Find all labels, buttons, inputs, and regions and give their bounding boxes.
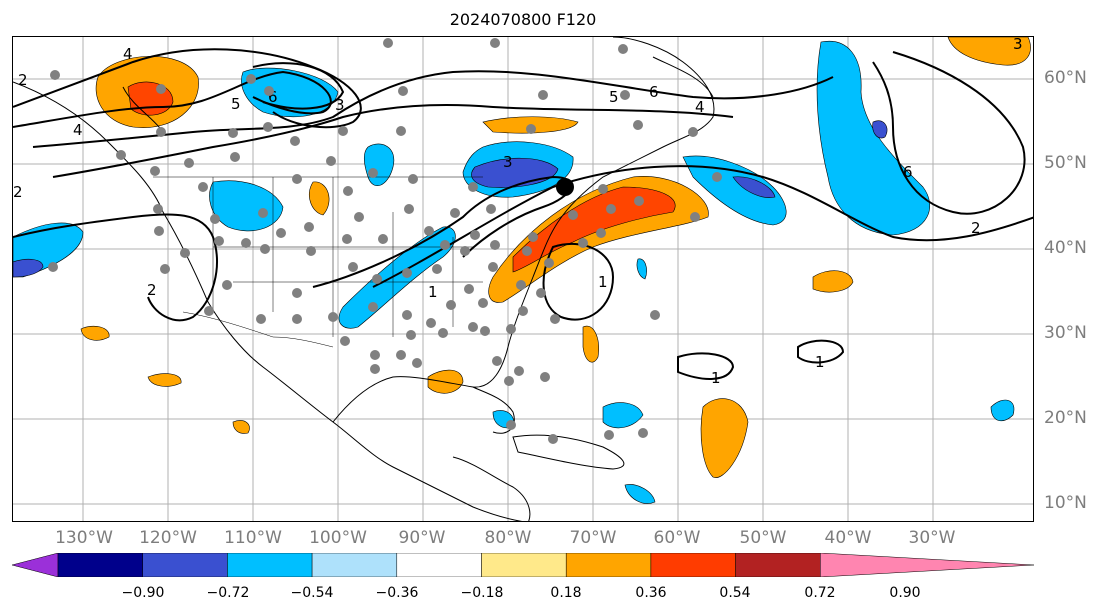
contour-label: 6 [903, 163, 913, 181]
lon-label: 70°W [569, 528, 617, 548]
contour-label: 2 [971, 219, 981, 237]
colorbar-tick: −0.72 [206, 585, 250, 601]
colorbar-tick: −0.36 [375, 585, 419, 601]
contour-label: 2 [13, 183, 23, 201]
contour-label: 1 [428, 283, 438, 301]
contour-label: 6 [649, 83, 659, 101]
lat-label: 30°N [1044, 323, 1087, 343]
lon-label: 40°W [824, 528, 872, 548]
contour-label: 6 [268, 88, 278, 106]
colorbar-segment [565, 553, 652, 577]
political-boundaries [153, 176, 483, 348]
map-panel: 4 5 6 3 3 4 5 6 4 2 2 6 2 1 1 1 1 3 2 [12, 36, 1034, 522]
contour-label: 1 [711, 369, 721, 387]
colorbar-segment [142, 553, 228, 577]
colorbar-tick: 0.90 [889, 585, 921, 601]
colorbar-tick: 0.54 [719, 585, 751, 601]
contour-label: 4 [695, 98, 705, 116]
colorbar-tick: −0.18 [460, 585, 504, 601]
colorbar-segment [820, 553, 1034, 577]
map-title: 2024070800 F120 [449, 10, 597, 29]
lon-label: 30°W [908, 528, 956, 548]
contour-label: 1 [598, 273, 608, 291]
lat-label: 20°N [1044, 408, 1087, 428]
lon-label: 90°W [398, 528, 446, 548]
colorbar-segment [650, 553, 736, 577]
lat-label: 60°N [1044, 68, 1087, 88]
contour-label: 3 [335, 96, 345, 114]
colorbar-tick: 0.72 [804, 585, 836, 601]
colorbar-tick: −0.54 [290, 585, 334, 601]
lat-label: 40°N [1044, 238, 1087, 258]
colorbar-segment [396, 553, 482, 577]
colorbar-tick: −0.90 [121, 585, 165, 601]
colorbar-segment [311, 553, 398, 577]
colorbar-segment [735, 553, 821, 577]
lon-label: 110°W [224, 528, 282, 548]
lon-label: 120°W [139, 528, 197, 548]
contour-label: 2 [18, 71, 28, 89]
lon-label: 60°W [653, 528, 701, 548]
colorbar-tick: 0.36 [635, 585, 667, 601]
contour-label: 4 [73, 121, 83, 139]
lon-label: 130°W [55, 528, 113, 548]
lat-label: 10°N [1044, 493, 1087, 513]
map-svg: 4 5 6 3 3 4 5 6 4 2 2 6 2 1 1 1 1 3 2 [13, 37, 1033, 521]
colorbar-tick: 0.18 [550, 585, 582, 601]
contour-label: 3 [1013, 37, 1023, 53]
colorbar-segment [57, 553, 143, 577]
station-markers [48, 38, 722, 444]
highlight-station-marker [556, 178, 574, 196]
contour-label: 5 [231, 95, 241, 113]
colorbar-segment [481, 553, 567, 577]
lat-label: 50°N [1044, 153, 1087, 173]
contour-label: 4 [123, 45, 133, 63]
lon-label: 100°W [309, 528, 367, 548]
contour-label: 3 [503, 153, 513, 171]
contours [13, 48, 1033, 380]
colorbar-segment [12, 553, 59, 577]
colorbar [12, 553, 1034, 577]
contour-label: 2 [147, 281, 157, 299]
colorbar-segment [227, 553, 313, 577]
lon-label: 80°W [484, 528, 532, 548]
contour-label: 1 [815, 353, 825, 371]
contour-label: 5 [609, 88, 619, 106]
lon-label: 50°W [739, 528, 787, 548]
contour-labels: 4 5 6 3 3 4 5 6 4 2 2 6 2 1 1 1 1 3 2 [13, 37, 1023, 387]
